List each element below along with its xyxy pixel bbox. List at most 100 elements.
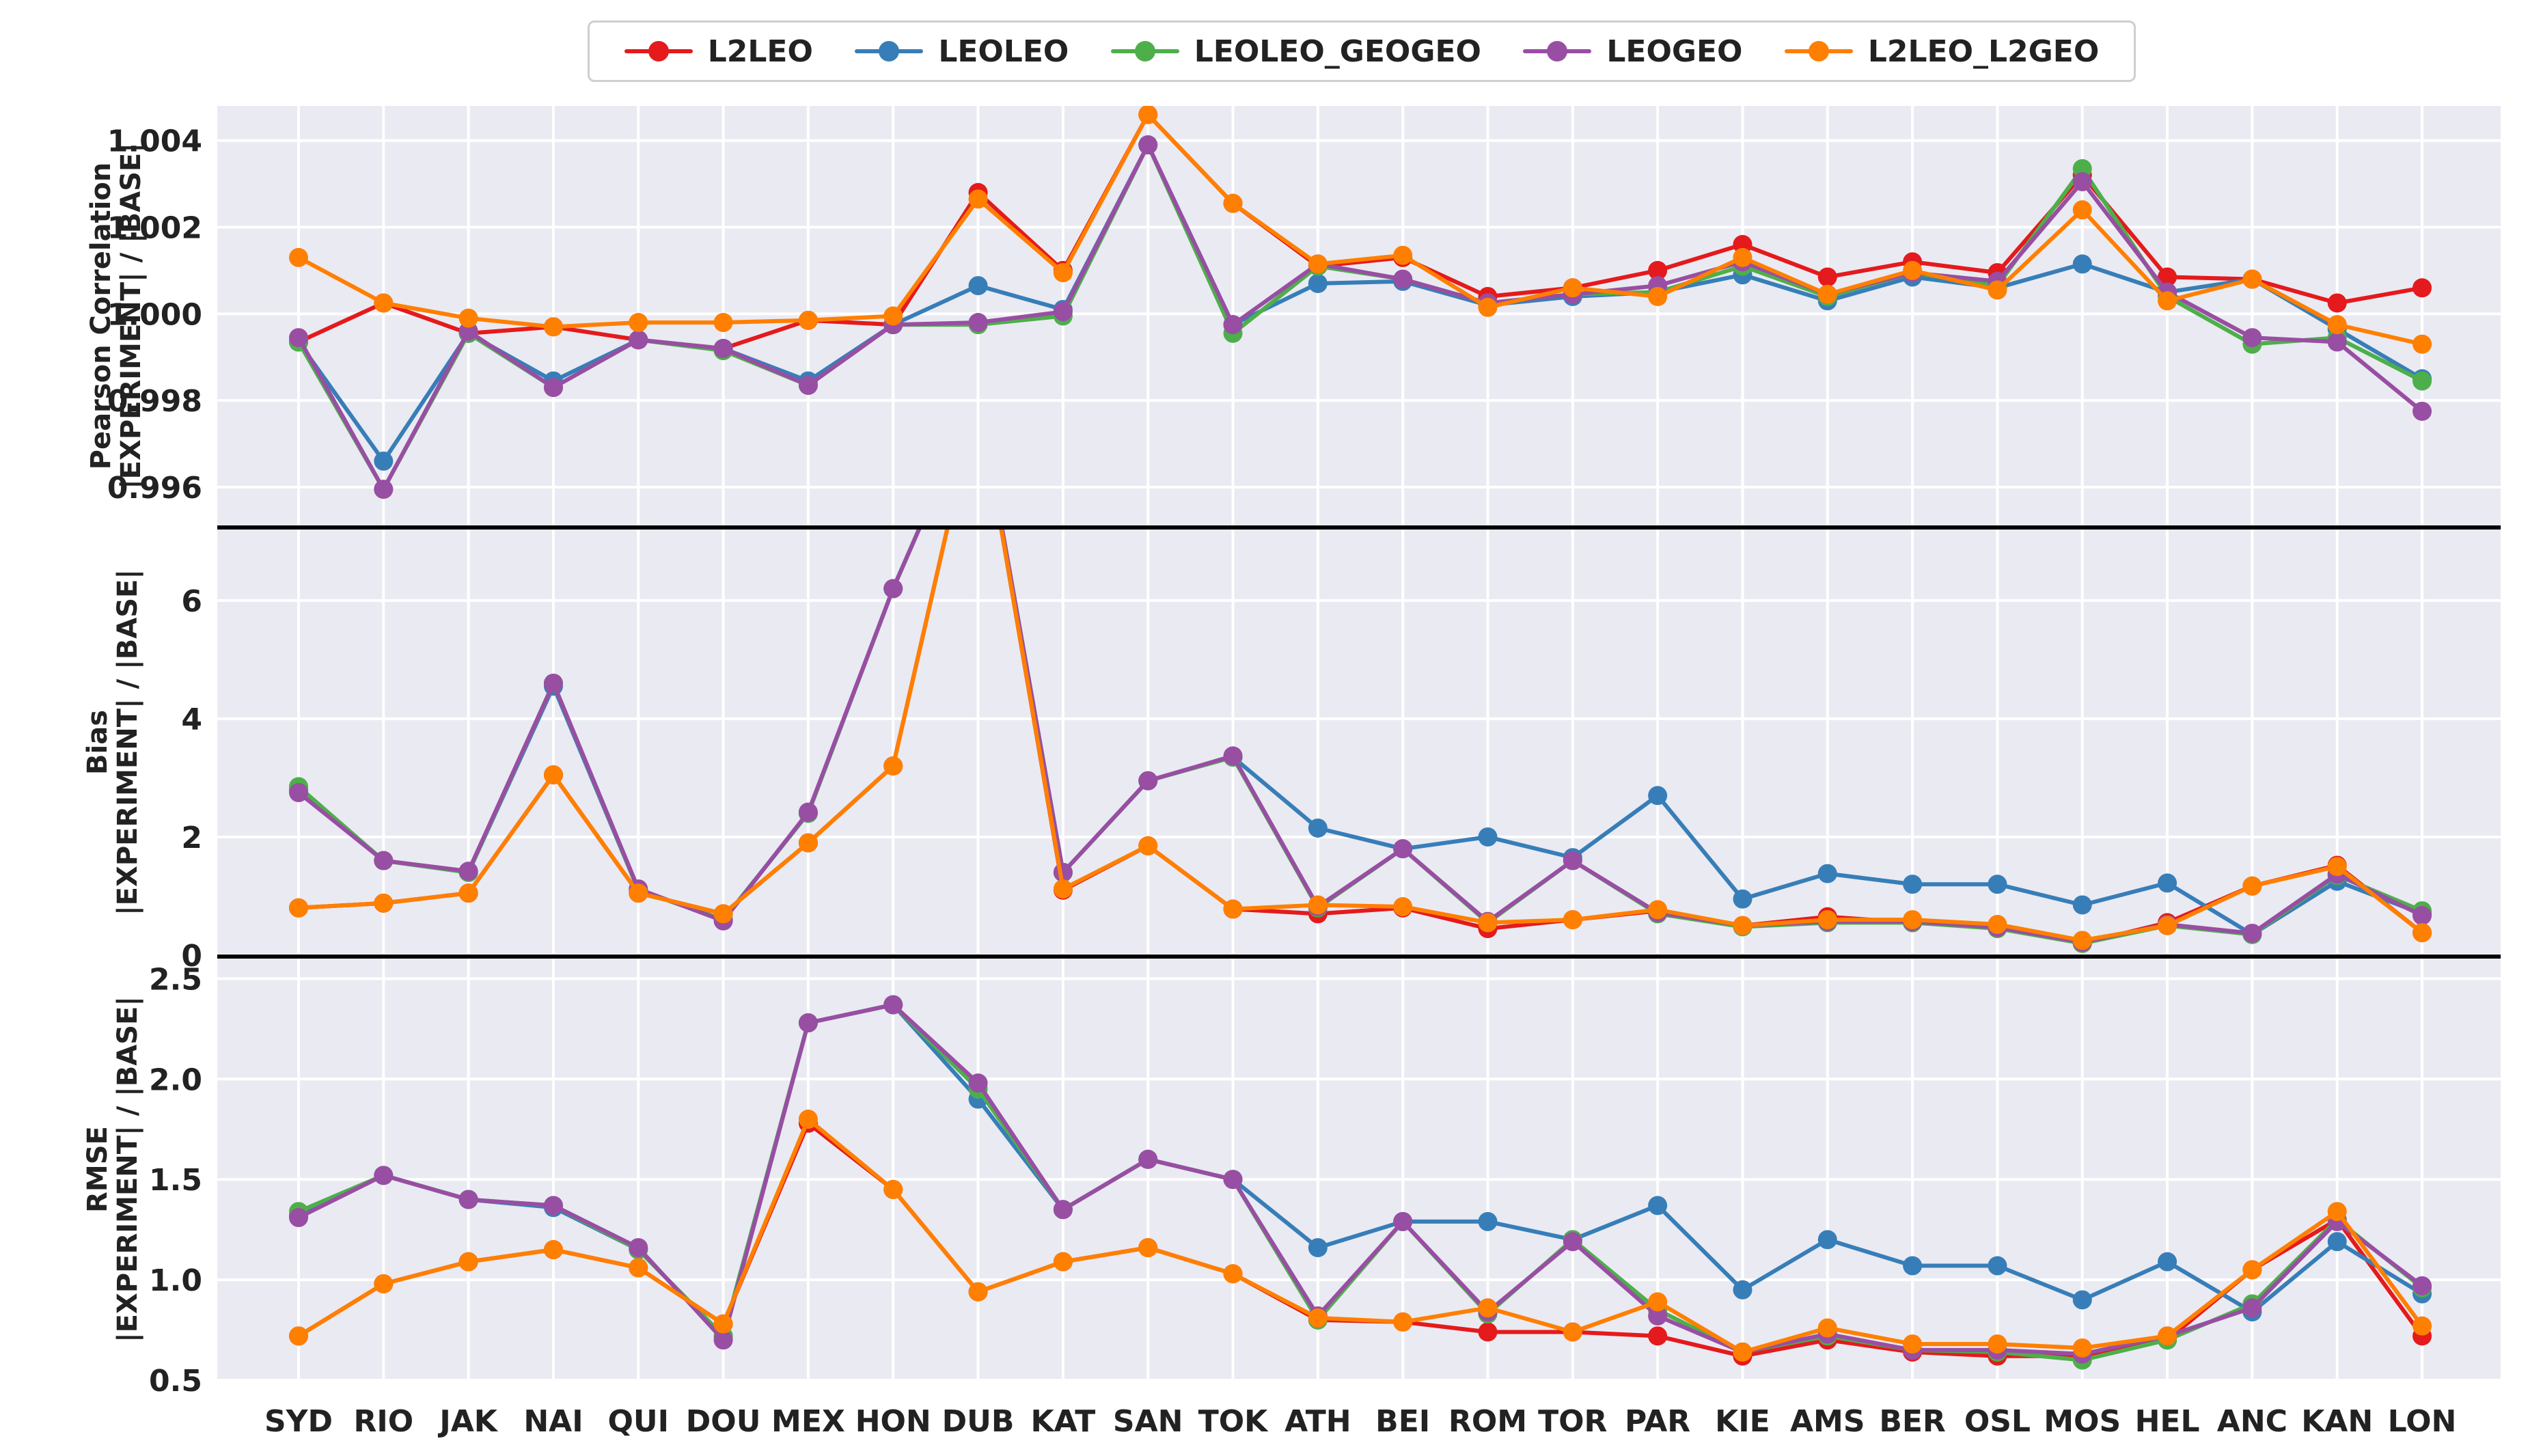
point-bias-L2LEO_L2GEO-ANC [2242, 876, 2262, 896]
point-rmse-L2LEO_L2GEO-TOK [1223, 1264, 1243, 1284]
xtick-label-SAN: SAN [1113, 1404, 1183, 1439]
point-pearson-L2LEO_L2GEO-DOU [713, 313, 733, 333]
point-bias-L2LEO_L2GEO-MOS [2072, 931, 2092, 950]
legend-swatch-2 [1110, 38, 1179, 65]
point-pearson-L2LEO-KAN [2327, 293, 2347, 313]
point-pearson-LEOGEO-NAI [543, 378, 563, 398]
point-bias-LEOGEO-BEI [1393, 839, 1413, 859]
point-pearson-L2LEO_L2GEO-MEX [798, 310, 818, 330]
xtick-label-ROM: ROM [1448, 1404, 1527, 1439]
point-pearson-L2LEO_L2GEO-OSL [1988, 280, 2007, 300]
point-pearson-L2LEO_L2GEO-KAT [1053, 263, 1073, 283]
point-rmse-L2LEO-ROM [1478, 1322, 1498, 1342]
ytick-label-pearson-0: 0.996 [107, 471, 202, 506]
point-rmse-LEOGEO-JAK [458, 1190, 478, 1209]
legend-swatch-1 [855, 38, 924, 65]
point-bias-LEOGEO-RIO [374, 851, 394, 870]
point-rmse-LEOLEO-KAN [2327, 1232, 2347, 1252]
ytick-label-rmse-1: 1.0 [149, 1263, 202, 1298]
xtick-label-BER: BER [1879, 1404, 1945, 1439]
point-rmse-L2LEO_L2GEO-DUB [968, 1282, 988, 1302]
point-rmse-LEOGEO-MEX [798, 1013, 818, 1033]
ytick-label-bias-1: 2 [181, 821, 202, 855]
point-rmse-LEOGEO-TOK [1223, 1170, 1243, 1190]
series-group-pearson [289, 106, 2432, 499]
xtick-label-DOU: DOU [686, 1404, 761, 1439]
point-rmse-LEOGEO-BEI [1393, 1211, 1413, 1231]
xtick-label-HON: HON [855, 1404, 931, 1439]
point-rmse-L2LEO_L2GEO-BEI [1393, 1312, 1413, 1332]
point-bias-L2LEO_L2GEO-LON [2413, 923, 2432, 943]
point-rmse-LEOLEO-MOS [2072, 1290, 2092, 1310]
panel-background-rmse [217, 959, 2501, 1380]
point-rmse-L2LEO_L2GEO-HON [883, 1179, 903, 1199]
point-bias-LEOGEO-NAI [543, 673, 563, 693]
xtick-label-TOK: TOK [1198, 1404, 1269, 1439]
point-pearson-LEOLEO-RIO [374, 451, 394, 471]
legend-label-1: LEOLEO [938, 33, 1069, 69]
point-pearson-LEOLEO-DUB [968, 276, 988, 296]
point-pearson-L2LEO_L2GEO-MOS [2072, 200, 2092, 220]
point-pearson-L2LEO_L2GEO-DUB [968, 189, 988, 209]
xtick-label-DUB: DUB [942, 1404, 1015, 1439]
point-bias-L2LEO_L2GEO-HON [883, 756, 903, 776]
point-rmse-L2LEO_L2GEO-ANC [2242, 1260, 2262, 1280]
point-bias-LEOGEO-SAN [1138, 771, 1158, 791]
point-bias-L2LEO_L2GEO-SYD [289, 898, 308, 918]
ylabel-line1-bias: Bias [82, 710, 113, 775]
point-pearson-LEOLEO_GEOGEO-LON [2413, 371, 2432, 391]
xtick-label-PAR: PAR [1625, 1404, 1690, 1439]
point-bias-LEOLEO-MOS [2072, 895, 2092, 915]
point-bias-L2LEO_L2GEO-OSL [1988, 915, 2007, 935]
ytick-label-bias-0: 0 [181, 939, 202, 974]
ytick-label-pearson-4: 1.004 [107, 124, 202, 159]
point-rmse-L2LEO_L2GEO-QUI [629, 1258, 648, 1278]
point-bias-L2LEO_L2GEO-DOU [713, 904, 733, 924]
ytick-label-pearson-2: 1.000 [107, 297, 202, 332]
point-rmse-LEOGEO-DUB [968, 1073, 988, 1093]
point-pearson-L2LEO_L2GEO-ROM [1478, 297, 1498, 317]
panel-bias: 0 2 4 6 Bias|EXPERIMENT| / |BASE| [82, 530, 2501, 974]
ytick-label-bias-3: 6 [181, 584, 202, 619]
point-rmse-LEOLEO-OSL [1988, 1256, 2007, 1276]
ytick-label-rmse-0: 0.5 [149, 1364, 202, 1399]
ytick-label-rmse-4: 2.5 [149, 962, 202, 997]
point-bias-LEOGEO-SYD [289, 783, 308, 803]
legend-label-2: LEOLEO_GEOGEO [1194, 33, 1481, 69]
point-pearson-L2LEO_L2GEO-HEL [2158, 291, 2177, 311]
point-rmse-LEOGEO-LON [2413, 1276, 2432, 1295]
point-pearson-L2LEO_L2GEO-NAI [543, 317, 563, 337]
point-bias-LEOGEO-HON [883, 579, 903, 599]
point-pearson-LEOGEO-MEX [798, 375, 818, 395]
point-rmse-LEOGEO-SAN [1138, 1149, 1158, 1169]
point-pearson-L2LEO_L2GEO-HON [883, 306, 903, 326]
xtick-label-TOR: TOR [1538, 1404, 1607, 1439]
legend-swatch-4 [1784, 38, 1853, 65]
point-rmse-LEOLEO-PAR [1648, 1196, 1668, 1215]
point-rmse-LEOGEO-KAT [1053, 1200, 1073, 1220]
point-rmse-LEOGEO-ANC [2242, 1298, 2262, 1318]
point-bias-L2LEO_L2GEO-BEI [1393, 897, 1413, 917]
point-pearson-LEOGEO-RIO [374, 480, 394, 499]
xtick-label-OSL: OSL [1964, 1404, 2031, 1439]
point-pearson-LEOGEO-MOS [2072, 171, 2092, 191]
point-rmse-L2LEO-PAR [1648, 1326, 1668, 1346]
legend-entry-4: L2LEO_L2GEO [1784, 34, 2099, 69]
point-rmse-L2LEO_L2GEO-NAI [543, 1240, 563, 1260]
legend-swatch-3 [1523, 38, 1592, 65]
xtick-label-BEI: BEI [1375, 1404, 1430, 1439]
point-bias-LEOLEO-ROM [1478, 827, 1498, 847]
ylabel-line2-rmse: |EXPERIMENT| / |BASE| [112, 996, 144, 1343]
point-bias-L2LEO_L2GEO-TOK [1223, 899, 1243, 919]
legend-label-3: LEOGEO [1606, 33, 1743, 69]
xtick-label-JAK: JAK [437, 1404, 498, 1439]
point-rmse-L2LEO_L2GEO-KAN [2327, 1202, 2347, 1222]
point-rmse-LEOLEO-BER [1903, 1256, 1923, 1276]
xtick-label-SYD: SYD [264, 1404, 333, 1439]
point-pearson-L2LEO_L2GEO-KIE [1733, 247, 1753, 267]
point-bias-L2LEO_L2GEO-MEX [798, 833, 818, 853]
point-bias-L2LEO_L2GEO-PAR [1648, 900, 1668, 920]
point-rmse-LEOLEO-HEL [2158, 1252, 2177, 1272]
